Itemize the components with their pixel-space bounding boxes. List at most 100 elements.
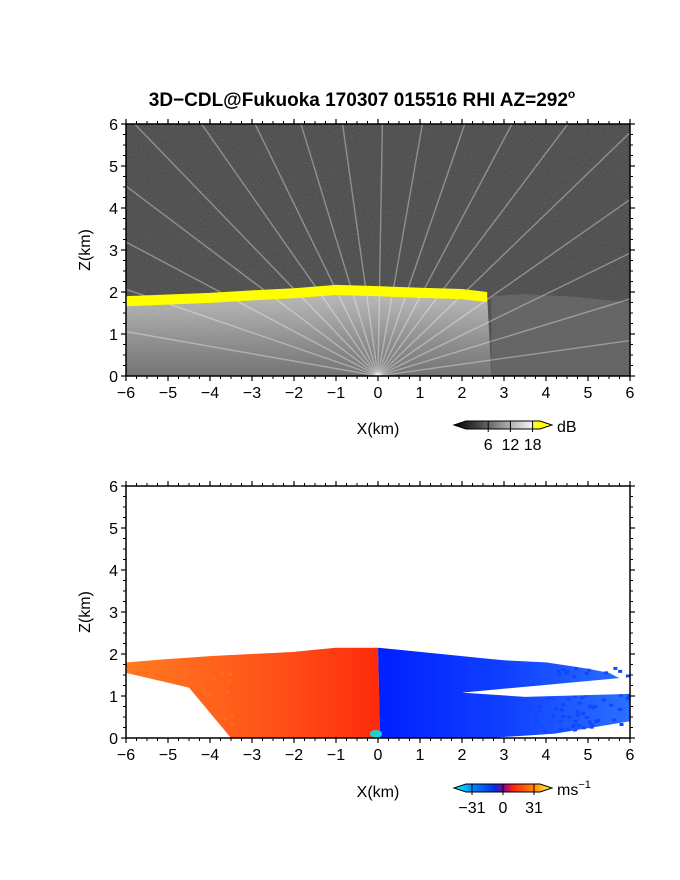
velocity-speckle-pixel <box>204 693 209 697</box>
snr-x-tick-label: 5 <box>584 385 593 402</box>
snr-y-tick-label: 0 <box>109 369 118 386</box>
velocity-speckle-pixel <box>534 720 539 724</box>
snr-y-tick-label: 4 <box>109 201 118 218</box>
velocity-speckle-pixel <box>227 679 232 683</box>
velocity-speckle-pixel <box>155 673 160 677</box>
snr-beam-ray <box>377 298 630 376</box>
snr-colorbar: 6 12 18 dB <box>452 419 577 454</box>
snr-x-tick-label: −3 <box>243 385 261 402</box>
snr-cloud-base <box>126 284 488 307</box>
velocity-speckle-pixel <box>589 705 594 709</box>
snr-y-tick-label: 2 <box>109 285 118 302</box>
snr-beam-ray <box>377 124 569 376</box>
velocity-speckle-pixel <box>223 717 228 721</box>
velocity-y-tick-label: 6 <box>109 479 118 496</box>
snr-beam-ray <box>377 124 513 376</box>
velocity-speckle-pixel <box>589 725 594 729</box>
velocity-speckle-pixel <box>591 706 596 710</box>
velocity-speckle-pixel <box>534 710 539 714</box>
velocity-speckle-pixel <box>176 672 181 676</box>
velocity-speckle-pixel <box>618 707 623 711</box>
velocity-speckle-pixel <box>211 676 216 680</box>
snr-beam-ray <box>126 185 379 376</box>
velocity-colorbar: −31 0 31 ms−1 <box>452 779 591 817</box>
velocity-speckle-pixel <box>575 713 580 717</box>
snr-echo-region <box>126 289 492 376</box>
snr-colorbar-tick-label: 18 <box>524 437 542 454</box>
chart-title: 3D−CDL@Fukuoka 170307 015516 RHI AZ=292o <box>149 87 576 111</box>
velocity-speckle-pixel <box>565 727 570 731</box>
snr-beam-ray <box>377 339 630 376</box>
velocity-speckle-pixel <box>584 716 589 720</box>
snr-beam-ray <box>377 124 424 376</box>
velocity-speckle-pixel <box>625 674 630 678</box>
velocity-y-tick-label: 3 <box>109 605 118 622</box>
velocity-speckle-pixel <box>567 715 572 719</box>
snr-x-tick-label: 6 <box>626 385 635 402</box>
velocity-colorbar-tick-label: −31 <box>458 800 485 817</box>
snr-x-tick-label: 3 <box>500 385 509 402</box>
velocity-speckle-pixel <box>559 727 564 731</box>
velocity-speckle-pixel <box>572 694 577 698</box>
velocity-x-tick-label: −6 <box>117 747 135 764</box>
snr-beam-ray <box>126 288 379 376</box>
snr-x-tick-label: −6 <box>117 385 135 402</box>
velocity-axes: −6 −5 −4 −3 −2 −1 0 1 2 3 4 5 6 0 1 2 3 4 5 6 <box>109 479 635 764</box>
velocity-speckle-pixel <box>618 693 623 697</box>
velocity-colorbar-tick-label: 0 <box>499 800 508 817</box>
velocity-speckle-pixel <box>625 697 630 701</box>
snr-beam-ray <box>126 330 379 376</box>
velocity-x-tick-label: 4 <box>542 747 551 764</box>
velocity-x-tick-label: 3 <box>500 747 509 764</box>
velocity-speckle-pixel <box>574 667 579 671</box>
velocity-speckle-pixel <box>564 671 569 675</box>
snr-x-tick-label: 1 <box>416 385 425 402</box>
snr-x-tick-label: −4 <box>201 385 219 402</box>
velocity-speckle-pixel <box>207 693 212 697</box>
velocity-x-tick-label: 5 <box>584 747 593 764</box>
velocity-speckle-pixel <box>228 672 233 676</box>
snr-x-tick-label: −1 <box>327 385 345 402</box>
velocity-speckle-pixel <box>577 701 582 705</box>
velocity-speckle-pixel <box>561 703 566 707</box>
velocity-speckle-pixel <box>195 681 200 685</box>
snr-beam-ray <box>377 252 630 376</box>
velocity-speckle-pixel <box>556 669 561 673</box>
snr-beam-ray <box>300 124 379 376</box>
velocity-speckle-pixel <box>200 687 205 691</box>
velocity-speckle-pixel <box>584 672 589 676</box>
velocity-speckle-pixel <box>527 710 532 714</box>
velocity-panel: −6 −5 −4 −3 −2 −1 0 1 2 3 4 5 6 0 1 2 3 4 5 6 X(km) Z(km) −… <box>77 479 635 817</box>
velocity-speckle-pixel <box>575 710 580 714</box>
snr-y-tick-label: 1 <box>109 327 118 344</box>
snr-colorbar-tick-label: 6 <box>484 437 493 454</box>
velocity-y-tick-label: 1 <box>109 689 118 706</box>
snr-beam-ray <box>377 124 466 376</box>
velocity-speckle-pixel <box>567 697 572 701</box>
snr-x-tick-label: −5 <box>159 385 177 402</box>
velocity-speckle-pixel <box>173 680 178 684</box>
velocity-y-tick-label: 5 <box>109 521 118 538</box>
snr-axes: −6 −5 −4 −3 −2 −1 0 1 2 3 4 5 6 0 1 2 3 4 5 6 <box>109 117 635 402</box>
velocity-speckle-pixel <box>144 671 149 675</box>
snr-beam-ray <box>377 124 384 376</box>
snr-aerosol-region <box>491 294 630 376</box>
velocity-speckle-pixel <box>538 705 543 709</box>
velocity-x-tick-label: 2 <box>458 747 467 764</box>
snr-x-tick-label: −2 <box>285 385 303 402</box>
snr-x-tick-label: 2 <box>458 385 467 402</box>
velocity-speckle-pixel <box>224 691 229 695</box>
velocity-speckle-pixel <box>553 707 558 711</box>
velocity-speckle-pixel <box>135 671 140 675</box>
velocity-speckle-pixel <box>573 719 578 723</box>
velocity-xlabel: X(km) <box>357 784 400 801</box>
velocity-speckle-pixel <box>571 724 576 728</box>
velocity-ylabel: Z(km) <box>77 591 94 633</box>
velocity-speckle-pixel <box>230 721 235 725</box>
velocity-speckle-pixel <box>219 672 224 676</box>
velocity-speckle-pixel <box>576 723 581 727</box>
velocity-x-tick-label: −1 <box>327 747 345 764</box>
velocity-speckle-pixel <box>618 669 623 673</box>
